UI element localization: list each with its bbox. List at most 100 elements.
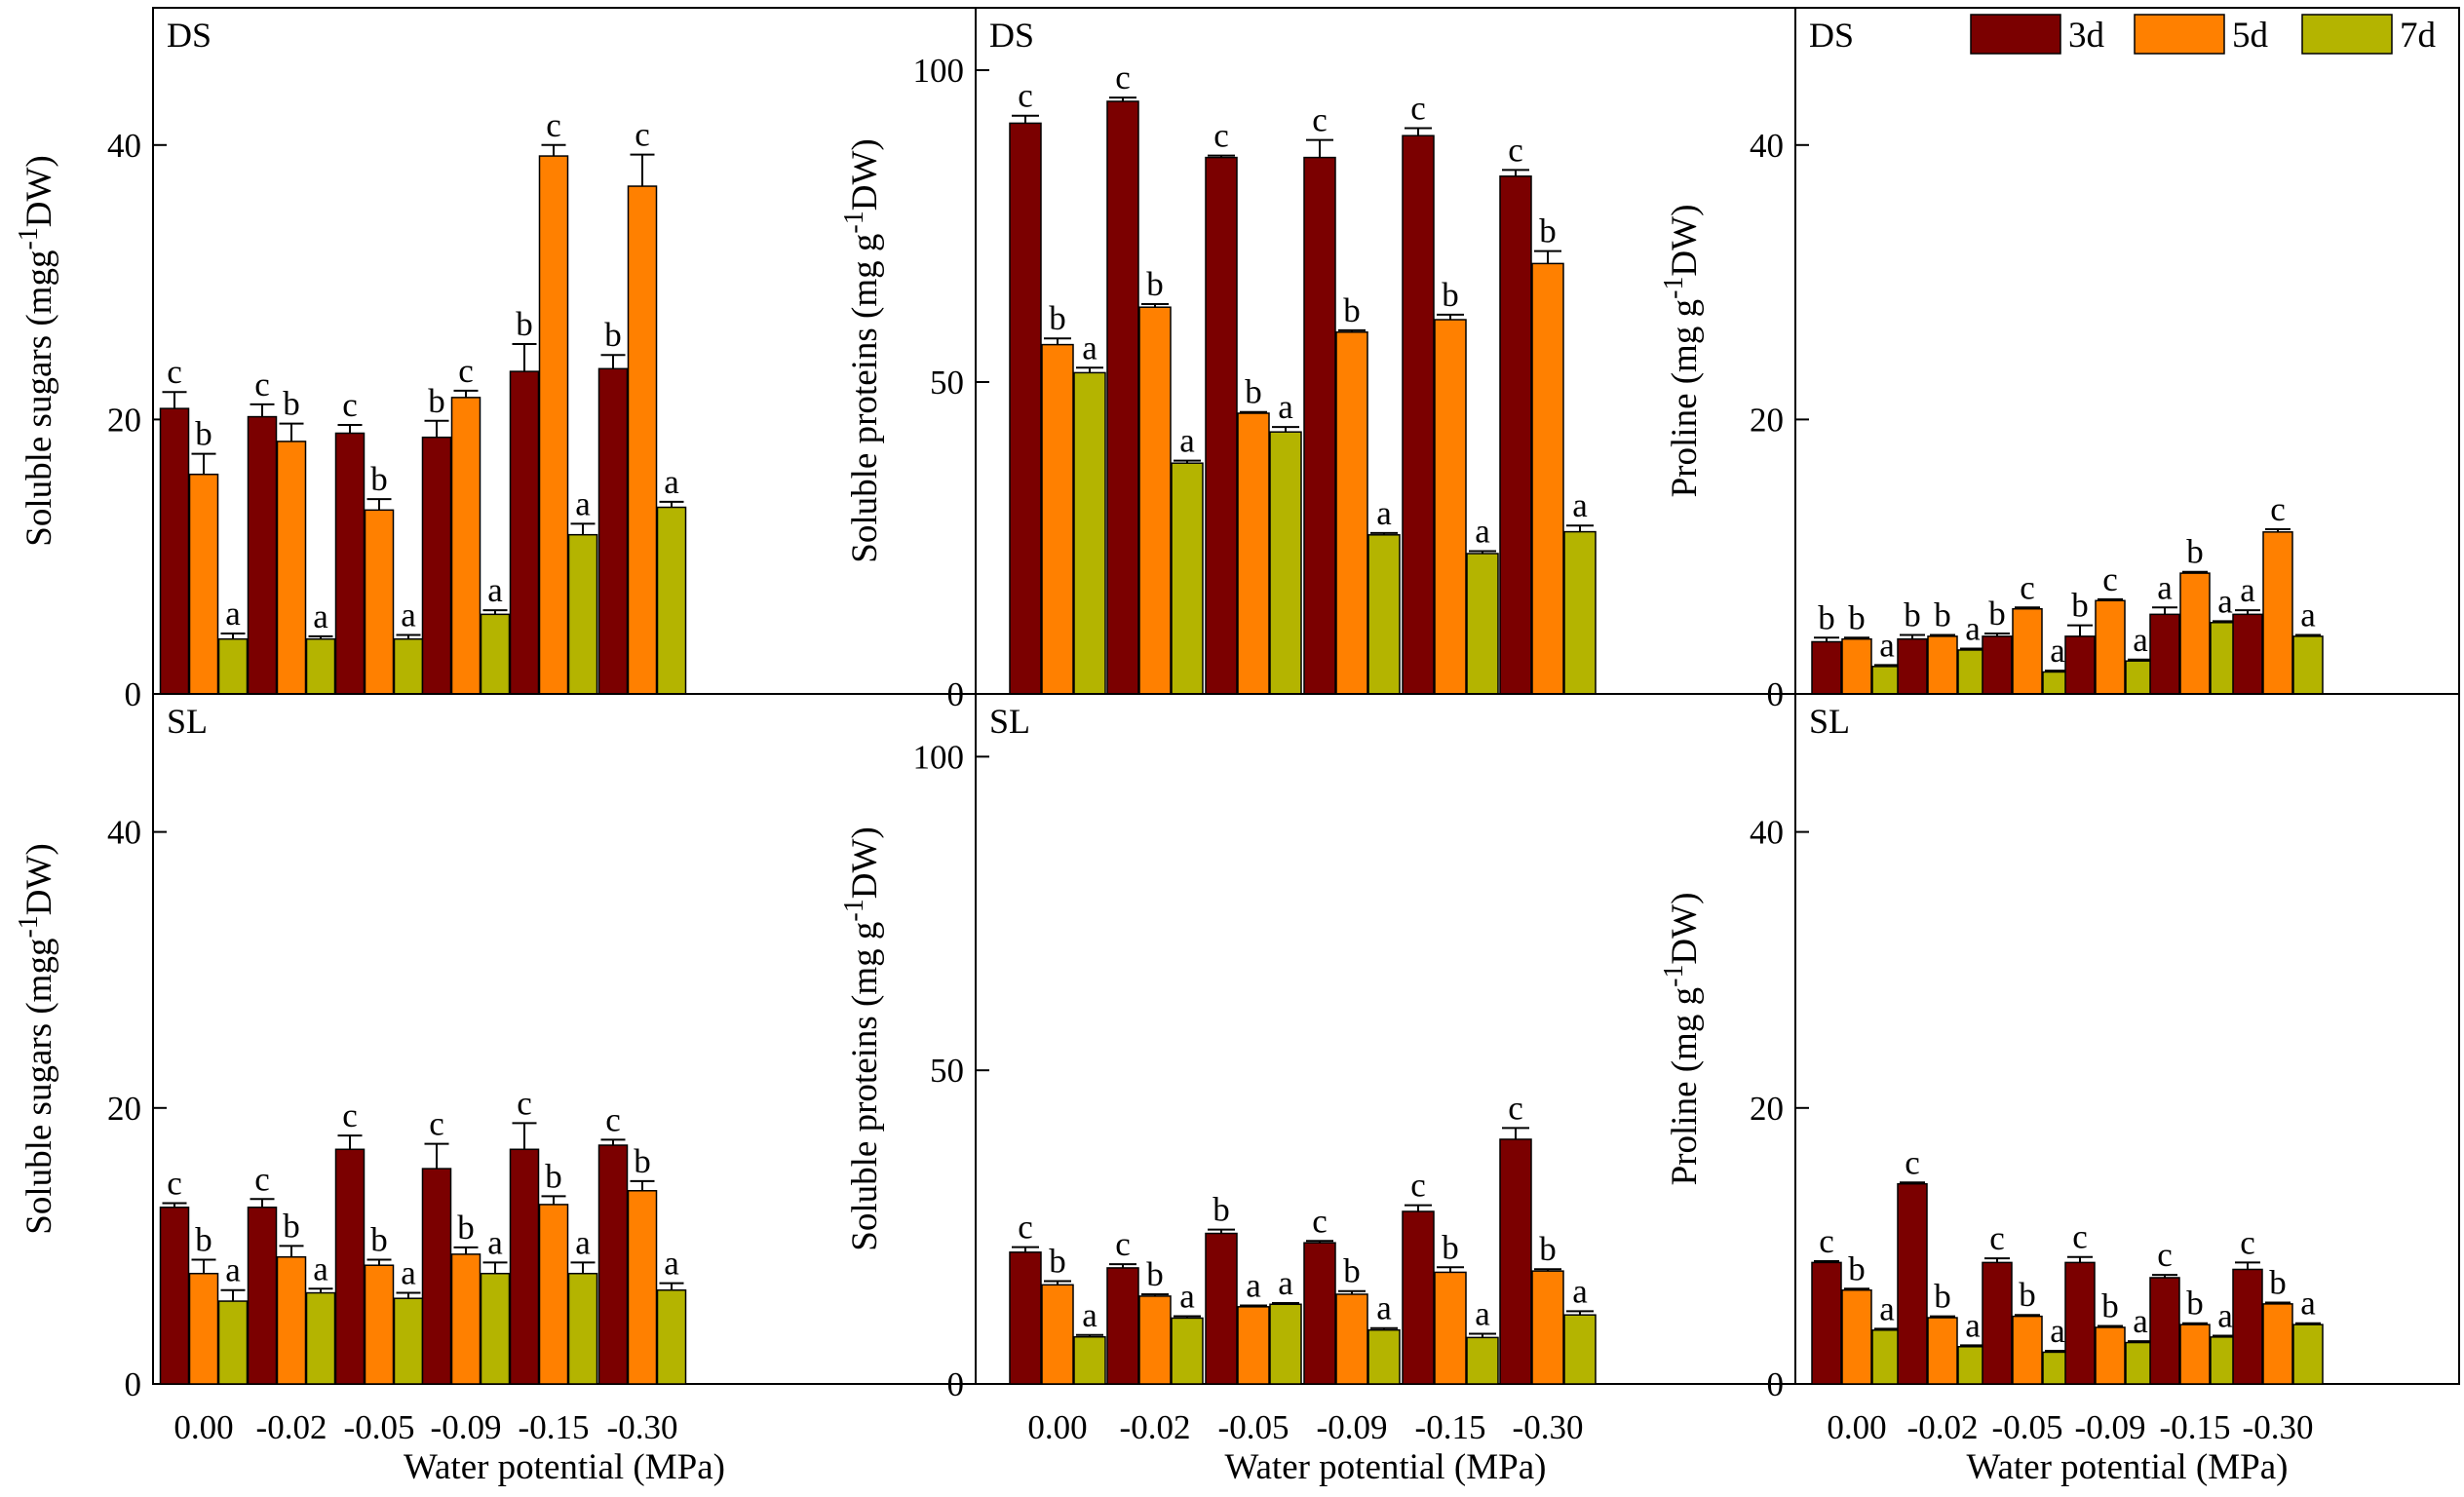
x-tick-label: -0.02: [1120, 1408, 1191, 1446]
significance-label: c: [1312, 101, 1328, 139]
significance-label: b: [1934, 595, 1951, 633]
bar-3d: [2064, 635, 2096, 695]
bar-7d: [1466, 553, 1499, 695]
significance-label: b: [1539, 1230, 1557, 1268]
bar-5d: [450, 1253, 481, 1385]
bar-5d: [1927, 1317, 1958, 1385]
bar-3d: [597, 367, 629, 695]
significance-label: a: [575, 484, 591, 522]
significance-label: a: [1475, 1295, 1490, 1333]
significance-label: c: [1115, 58, 1131, 96]
significance-label: a: [2217, 1296, 2233, 1334]
bar-5d: [450, 397, 481, 695]
significance-label: a: [401, 1254, 416, 1292]
significance-label: c: [1905, 1143, 1920, 1181]
bar-7d: [1073, 1335, 1106, 1385]
legend: 3d 5d 7d: [1970, 14, 2437, 56]
significance-label: c: [1989, 1219, 2005, 1257]
bar-5d: [1531, 262, 1564, 695]
bar-3d: [1106, 1267, 1139, 1385]
significance-label: b: [2186, 533, 2204, 571]
significance-label: a: [575, 1223, 591, 1261]
bar-7d: [393, 637, 424, 695]
significance-label: c: [2270, 490, 2286, 528]
significance-label: b: [634, 1142, 651, 1180]
bar-3d: [1106, 100, 1139, 695]
bar-5d: [1434, 319, 1467, 695]
significance-label: a: [1179, 1277, 1195, 1315]
significance-label: b: [1539, 212, 1557, 250]
significance-label: a: [1475, 512, 1490, 550]
y-tick-label: 0: [125, 1365, 142, 1403]
significance-label: a: [664, 463, 679, 501]
bar-5d: [2012, 1315, 2043, 1385]
x-tick-label: -0.30: [2243, 1408, 2314, 1446]
bar-5d: [1335, 1293, 1368, 1385]
bar-7d: [1269, 431, 1302, 695]
legend-label-3d: 3d: [2068, 16, 2105, 56]
panel-label: SL: [167, 702, 208, 741]
bar-7d: [1563, 530, 1597, 695]
significance-label: c: [1115, 1225, 1131, 1263]
y-tick-label: 50: [930, 364, 964, 402]
significance-label: a: [1965, 610, 1981, 648]
bar-7d: [217, 637, 249, 695]
significance-label: a: [313, 597, 328, 635]
legend-swatch-5d: [2134, 14, 2225, 55]
significance-label: b: [195, 415, 212, 453]
significance-label: b: [1848, 1249, 1866, 1287]
bar-5d: [276, 1255, 307, 1385]
significance-label: c: [342, 1096, 358, 1134]
significance-label: b: [1343, 291, 1361, 329]
bar-7d: [393, 1297, 424, 1385]
bar-5d: [627, 185, 658, 695]
significance-label: a: [1965, 1306, 1981, 1344]
bar-3d: [334, 1148, 366, 1385]
legend-swatch-7d: [2301, 14, 2393, 55]
bar-3d: [1009, 1251, 1042, 1385]
bar-5d: [2179, 1324, 2211, 1385]
bar-3d: [334, 432, 366, 695]
significance-label: a: [2050, 1312, 2065, 1350]
bar-5d: [364, 1264, 395, 1385]
bar-3d: [1982, 1261, 2013, 1385]
significance-label: b: [604, 316, 622, 354]
significance-label: a: [2217, 582, 2233, 620]
significance-label: b: [2269, 1263, 2287, 1301]
legend-label-7d: 7d: [2400, 16, 2437, 56]
significance-label: b: [370, 1221, 388, 1259]
x-axis-title: Water potential (MPa): [1225, 1447, 1547, 1487]
significance-label: c: [254, 1160, 270, 1198]
significance-label: c: [635, 116, 650, 154]
significance-label: b: [1049, 1242, 1066, 1280]
significance-label: b: [1848, 598, 1866, 636]
y-tick-label: 100: [913, 738, 965, 776]
bar-3d: [1499, 175, 1532, 695]
bar-3d: [2064, 1261, 2096, 1385]
x-tick-label: -0.15: [519, 1408, 590, 1446]
bar-7d: [1269, 1303, 1302, 1385]
bar-7d: [1171, 1317, 1204, 1385]
bar-7d: [1367, 534, 1401, 695]
significance-label: c: [1410, 1167, 1426, 1205]
bar-3d: [597, 1144, 629, 1385]
x-tick-label: -0.02: [1907, 1408, 1979, 1446]
significance-label: c: [1312, 1202, 1328, 1240]
bar-3d: [1009, 122, 1042, 695]
bar-3d: [159, 1207, 190, 1385]
bar-3d: [2149, 1277, 2180, 1385]
bar-7d: [1367, 1328, 1401, 1385]
significance-label: c: [2020, 568, 2035, 606]
bar-5d: [1841, 1288, 1872, 1385]
bar-3d: [421, 1168, 452, 1385]
significance-label: a: [2157, 568, 2173, 606]
bar-3d: [1897, 637, 1928, 695]
plot-frame: [1794, 7, 2460, 695]
significance-label: a: [1082, 1296, 1097, 1334]
bar-5d: [2012, 607, 2043, 695]
y-tick-label: 20: [107, 401, 141, 439]
